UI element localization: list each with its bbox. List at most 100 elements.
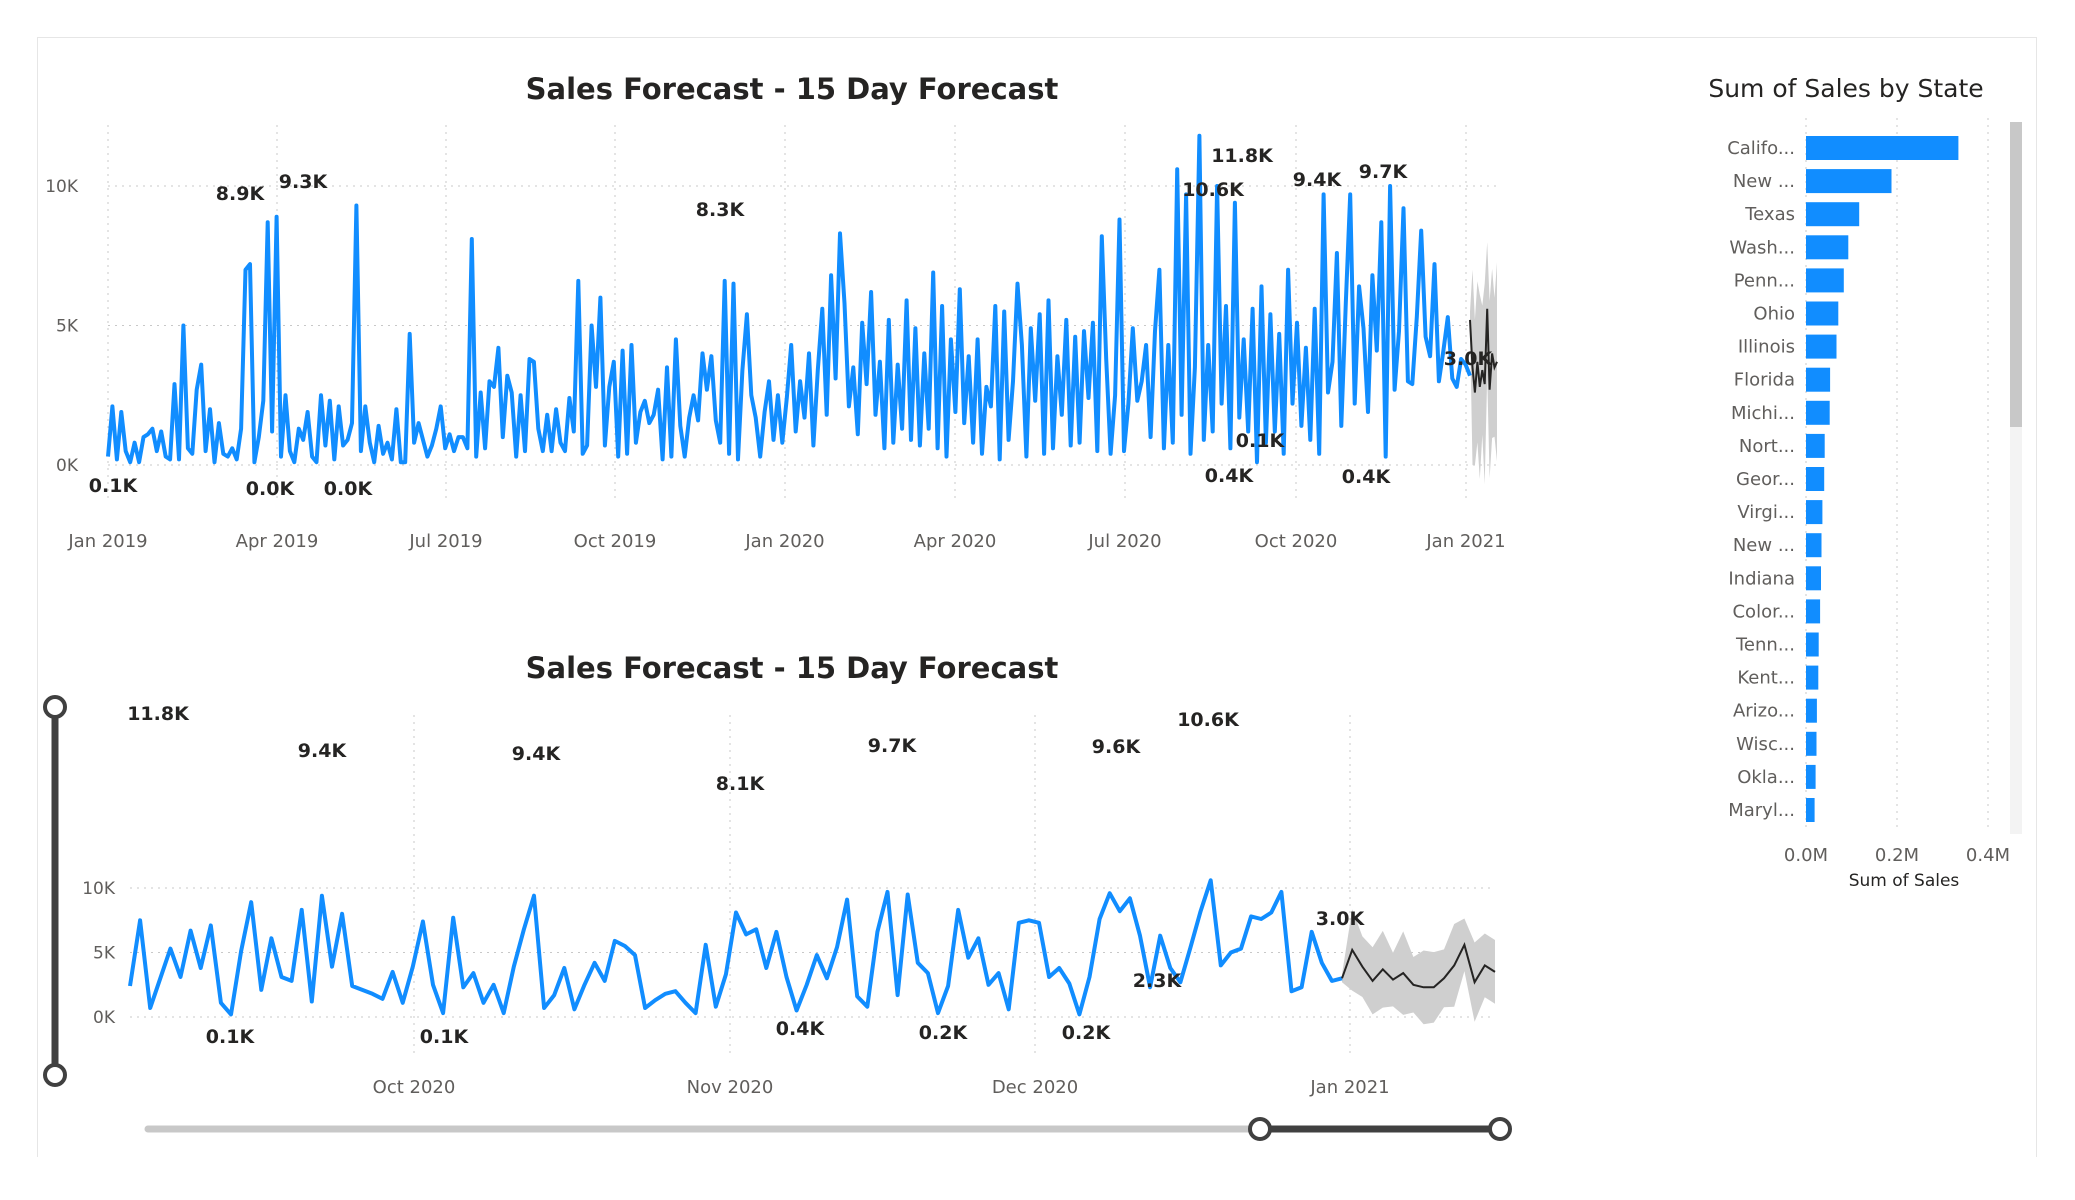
x-zoom-handle-left[interactable] <box>1248 1117 1272 1141</box>
state-label: Ohio <box>1753 304 1795 325</box>
data-label: 0.2K <box>1062 1022 1112 1044</box>
state-label: Wisc... <box>1736 734 1795 755</box>
chart-top-y-axis: 0K 5K 10K <box>45 177 79 476</box>
state-bar <box>1806 467 1825 491</box>
data-label: 9.6K <box>1092 736 1142 758</box>
bar-chart-bars <box>1806 136 1959 822</box>
bar-x-tick-label: 0.2M <box>1875 845 1919 866</box>
state-label: Michi... <box>1731 403 1795 424</box>
state-bar <box>1806 400 1830 425</box>
data-label: 9.4K <box>512 743 562 765</box>
state-label: Califo... <box>1727 138 1795 159</box>
sales-by-state-chart[interactable]: Sum of Sales by State Califo... New ... Te… <box>1708 74 2010 891</box>
state-label: Wash... <box>1729 237 1795 258</box>
state-bar <box>1806 367 1831 392</box>
data-label: 0.1K <box>420 1026 470 1048</box>
data-label: 0.4K <box>776 1018 826 1040</box>
data-label: 3.0K <box>1444 348 1494 370</box>
data-label: 9.7K <box>1359 161 1409 183</box>
state-label: Illinois <box>1738 337 1795 358</box>
x-tick-label: Oct 2020 <box>373 1077 456 1098</box>
data-label: 0.1K <box>1236 430 1286 452</box>
state-bar <box>1806 665 1819 690</box>
state-label: Color... <box>1732 601 1795 622</box>
state-label: Indiana <box>1728 568 1795 589</box>
chart-bottom-forecast-band <box>1342 909 1495 1025</box>
bar-chart-x-axis: 0.0M 0.2M 0.4M <box>1784 845 2010 866</box>
state-bar <box>1806 764 1816 789</box>
state-label: Virgi... <box>1737 502 1795 523</box>
state-bar <box>1806 202 1860 227</box>
y-tick-label: 5K <box>56 317 79 337</box>
state-label: Kent... <box>1737 668 1795 689</box>
state-label: Penn... <box>1734 270 1795 291</box>
y-tick-label: 0K <box>56 456 79 476</box>
data-label: 3.0K <box>1316 908 1366 930</box>
y-tick-label: 10K <box>45 177 79 197</box>
state-label: Tenn... <box>1735 635 1795 656</box>
forecast-chart-bottom[interactable]: Sales Forecast - 15 Day Forecast 0K 5K 10K… <box>43 651 1512 1141</box>
y-tick-label: 5K <box>93 944 116 964</box>
report-canvas <box>37 37 2037 1157</box>
data-label: 0.1K <box>89 475 139 497</box>
x-tick-label: Oct 2020 <box>1255 531 1338 552</box>
data-label: 10.6K <box>1177 709 1240 731</box>
y-zoom-handle-top[interactable] <box>43 695 67 719</box>
state-bar <box>1806 268 1844 293</box>
data-label: 9.3K <box>279 171 329 193</box>
y-zoom-slider[interactable] <box>43 695 67 1087</box>
chart-top-x-axis: Jan 2019 Apr 2019 Jul 2019 Oct 2019 Jan 2020… <box>67 531 1505 552</box>
x-tick-label: Jan 2021 <box>1309 1077 1389 1098</box>
state-label: Geor... <box>1736 469 1795 490</box>
bar-chart-x-label: Sum of Sales <box>1849 871 1960 891</box>
bar-chart-title: Sum of Sales by State <box>1708 74 1983 103</box>
chart-bottom-forecast-line <box>1341 941 1496 989</box>
state-bar <box>1806 599 1821 624</box>
y-tick-label: 10K <box>82 879 116 899</box>
x-tick-label: Jan 2021 <box>1425 531 1505 552</box>
state-bar <box>1806 566 1821 591</box>
data-label: 0.4K <box>1342 466 1392 488</box>
x-tick-label: Apr 2020 <box>914 531 997 552</box>
chart-bottom-title: Sales Forecast - 15 Day Forecast <box>526 651 1059 685</box>
y-zoom-handle-bottom[interactable] <box>43 1063 67 1087</box>
data-label: 2.3K <box>1133 970 1183 992</box>
chart-bottom-x-axis: Oct 2020 Nov 2020 Dec 2020 Jan 2021 <box>373 1077 1390 1098</box>
chart-top-gridlines <box>107 125 1497 500</box>
chart-bottom-gridlines <box>130 715 1495 1055</box>
state-label: Florida <box>1734 370 1795 391</box>
state-label: Arizo... <box>1733 701 1795 722</box>
bar-chart-scrollbar-thumb[interactable] <box>2010 122 2022 427</box>
data-label: 9.4K <box>1293 169 1343 191</box>
forecast-chart-top[interactable]: Sales Forecast - 15 Day Forecast 0K 5K 10K… <box>45 72 1505 552</box>
state-label: New ... <box>1733 535 1795 556</box>
x-tick-label: Apr 2019 <box>236 531 319 552</box>
data-label: 0.4K <box>1205 465 1255 487</box>
chart-bottom-y-axis: 0K 5K 10K <box>82 879 116 1028</box>
bar-x-tick-label: 0.4M <box>1966 845 2010 866</box>
state-bar <box>1806 169 1892 194</box>
chart-top-sales-line[interactable] <box>106 133 1472 465</box>
x-tick-label: Jan 2020 <box>744 531 824 552</box>
x-tick-label: Jul 2019 <box>408 531 482 552</box>
x-zoom-handle-right[interactable] <box>1488 1117 1512 1141</box>
state-bar <box>1806 235 1849 260</box>
x-zoom-slider[interactable] <box>144 1117 1512 1141</box>
x-tick-label: Jul 2020 <box>1087 531 1161 552</box>
chart-top-forecast-line <box>1469 308 1498 393</box>
state-label: Nort... <box>1739 436 1795 457</box>
state-label: Maryl... <box>1728 800 1795 821</box>
chart-bottom-sales-line[interactable] <box>128 878 1343 1017</box>
bar-chart-categories: Califo... New ... Texas Wash... Penn... Ohio I… <box>1727 138 1795 821</box>
x-tick-label: Jan 2019 <box>67 531 147 552</box>
data-label: 11.8K <box>1211 145 1274 167</box>
state-bar <box>1806 798 1815 822</box>
data-label: 0.0K <box>324 478 374 500</box>
bar-x-tick-label: 0.0M <box>1784 845 1828 866</box>
state-bar <box>1806 301 1839 326</box>
state-bar <box>1806 632 1819 657</box>
data-label: 0.0K <box>246 478 296 500</box>
data-label: 0.2K <box>919 1022 969 1044</box>
x-tick-label: Dec 2020 <box>992 1077 1078 1098</box>
